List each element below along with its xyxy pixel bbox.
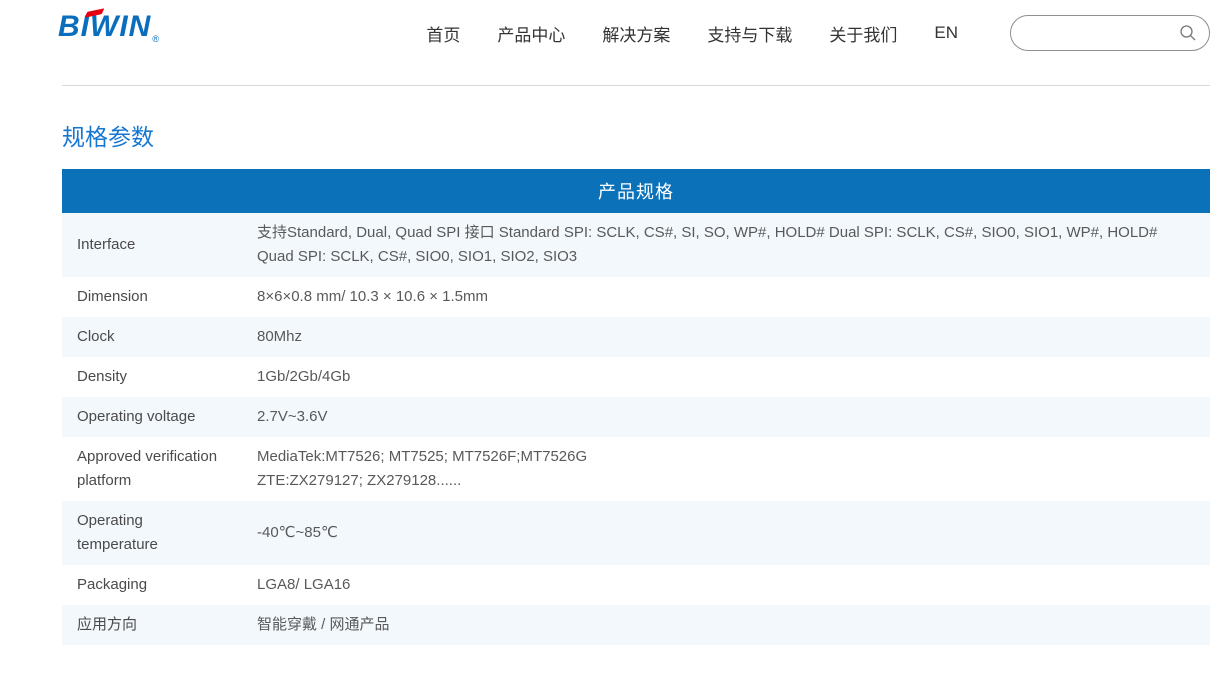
spec-label: Operating temperature: [77, 512, 158, 553]
table-row: Operating voltage 2.7V~3.6V: [62, 397, 1210, 437]
spec-value: 支持Standard, Dual, Quad SPI 接口 Standard S…: [257, 224, 1158, 265]
search-input[interactable]: [1027, 25, 1171, 41]
table-row: Clock 80Mhz: [62, 317, 1210, 357]
table-row: Approved verification platform MediaTek:…: [62, 437, 1210, 501]
language-toggle-en[interactable]: EN: [934, 23, 958, 42]
table-row: Dimension 8×6×0.8 mm/ 10.3 × 10.6 × 1.5m…: [62, 277, 1210, 317]
spec-value: 80Mhz: [257, 328, 303, 345]
spec-label: Approved verification platform: [77, 448, 218, 489]
spec-label: Interface: [77, 236, 136, 253]
spec-value: MediaTek:MT7526; MT7525; MT7526F;MT7526G…: [257, 448, 588, 489]
spec-value: 1Gb/2Gb/4Gb: [257, 368, 351, 385]
spec-table: 产品规格 Interface 支持Standard, Dual, Quad SP…: [62, 169, 1210, 645]
nav-item-support-downloads[interactable]: 支持与下载: [707, 25, 793, 45]
spec-label: Packaging: [77, 576, 148, 593]
spec-label: Density: [77, 368, 128, 385]
page-title: 规格参数: [62, 124, 154, 150]
spec-value: LGA8/ LGA16: [257, 576, 351, 593]
top-navigation-bar: BIWIN® 首页 产品中心 解决方案 支持与下载 关于我们 EN: [0, 0, 1220, 66]
table-row: Density 1Gb/2Gb/4Gb: [62, 357, 1210, 397]
nav-item-home[interactable]: 首页: [426, 25, 461, 45]
search-box[interactable]: [1010, 15, 1210, 51]
spec-label: Operating voltage: [77, 408, 196, 425]
header-divider: [62, 85, 1210, 86]
spec-value: 8×6×0.8 mm/ 10.3 × 10.6 × 1.5mm: [257, 288, 488, 305]
spec-label: Clock: [77, 328, 115, 345]
registered-trademark-symbol: ®: [152, 34, 160, 44]
main-content: 规格参数 产品规格 Interface 支持Standard, Dual, Qu…: [62, 122, 1210, 645]
table-row: Operating temperature -40℃~85℃: [62, 501, 1210, 565]
nav-item-products[interactable]: 产品中心: [497, 25, 566, 45]
logo-text: BIWIN: [58, 10, 152, 43]
spec-value: 2.7V~3.6V: [257, 408, 328, 425]
spec-value: -40℃~85℃: [257, 524, 338, 541]
spec-label: Dimension: [77, 288, 148, 305]
spec-label: 应用方向: [77, 616, 138, 633]
table-row: Packaging LGA8/ LGA16: [62, 565, 1210, 605]
table-row: Interface 支持Standard, Dual, Quad SPI 接口 …: [62, 213, 1210, 277]
spec-value: 智能穿戴 / 网通产品: [257, 616, 390, 633]
table-row: 应用方向 智能穿戴 / 网通产品: [62, 605, 1210, 645]
table-header: 产品规格: [62, 169, 1210, 213]
main-nav: 首页 产品中心 解决方案 支持与下载 关于我们: [426, 21, 897, 46]
magnifier-icon[interactable]: [1179, 24, 1197, 42]
nav-item-about-us[interactable]: 关于我们: [829, 25, 898, 45]
biwin-logo[interactable]: BIWIN®: [58, 8, 160, 57]
nav-item-solutions[interactable]: 解决方案: [602, 25, 671, 45]
